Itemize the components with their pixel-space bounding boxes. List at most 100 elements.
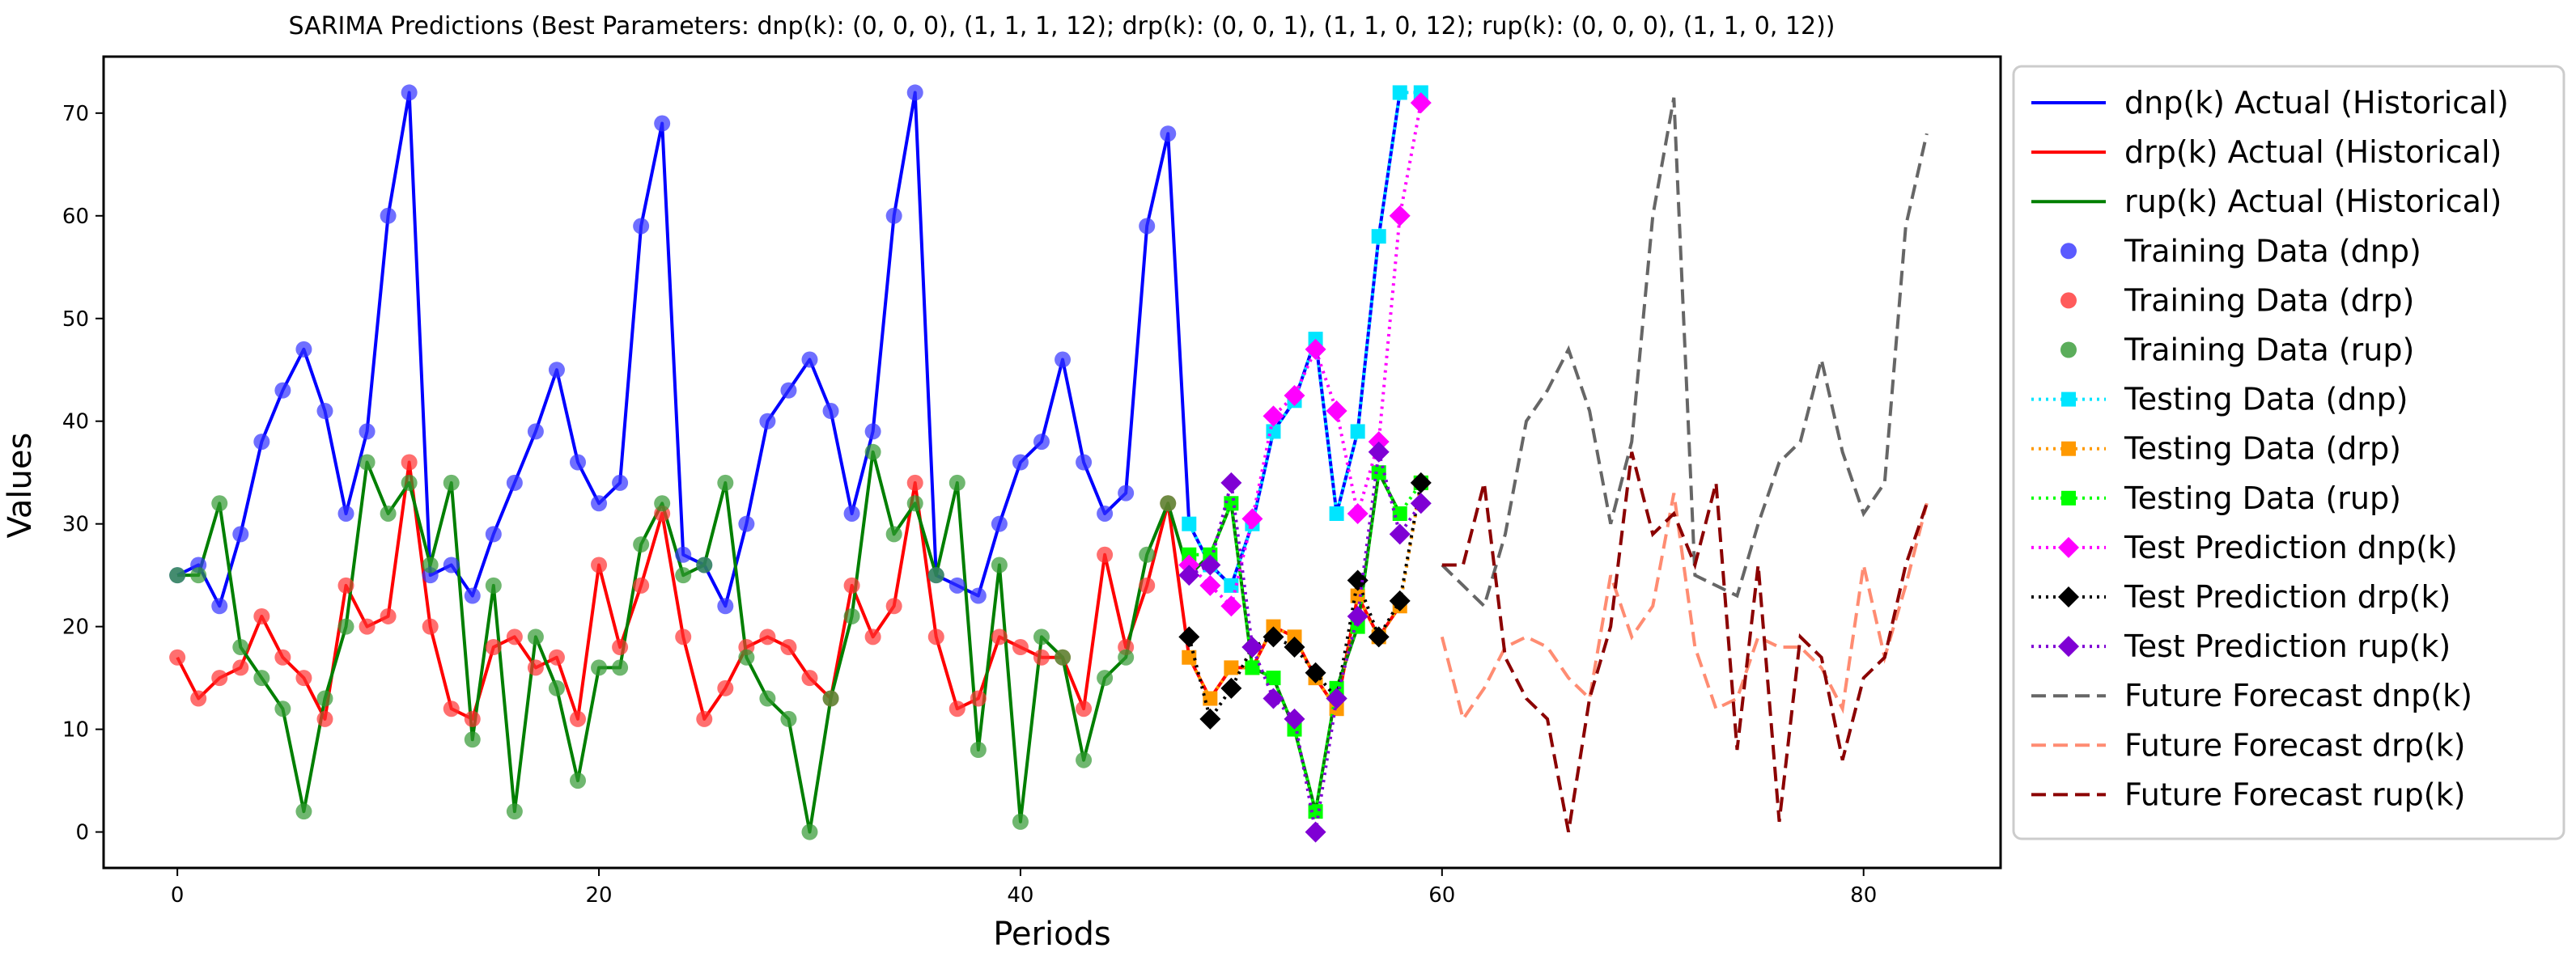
training-point bbox=[948, 577, 965, 594]
training-point bbox=[738, 515, 755, 532]
training-point bbox=[443, 700, 460, 717]
training-point bbox=[548, 679, 565, 696]
training-point bbox=[843, 607, 860, 624]
training-point bbox=[970, 741, 987, 758]
training-point bbox=[970, 587, 987, 604]
training-point bbox=[380, 207, 397, 224]
y-tick-label: 40 bbox=[62, 410, 89, 434]
training-point bbox=[1012, 454, 1029, 471]
training-point bbox=[801, 823, 818, 840]
training-point bbox=[1076, 751, 1093, 768]
training-point bbox=[506, 474, 523, 491]
prediction-point bbox=[1389, 523, 1411, 545]
prediction-point bbox=[1305, 338, 1326, 360]
training-point bbox=[675, 629, 692, 645]
training-point bbox=[1139, 546, 1156, 563]
legend-swatch bbox=[2061, 490, 2076, 506]
prediction-point bbox=[1284, 637, 1305, 658]
training-point bbox=[1033, 434, 1050, 451]
training-point bbox=[169, 567, 186, 584]
legend-label: Future Forecast drp(k) bbox=[2124, 727, 2466, 763]
legend-swatch bbox=[2060, 243, 2077, 260]
testing-line bbox=[1187, 91, 1421, 589]
training-point bbox=[232, 639, 249, 656]
training-point bbox=[1097, 505, 1114, 522]
training-point bbox=[780, 639, 797, 656]
testing-point bbox=[1350, 588, 1365, 603]
training-point bbox=[864, 629, 881, 645]
training-point bbox=[885, 598, 902, 615]
training-data-dnp bbox=[169, 84, 1177, 615]
prediction-point bbox=[1410, 493, 1432, 514]
training-point bbox=[1076, 700, 1093, 717]
training-point bbox=[970, 690, 987, 707]
prediction-line bbox=[1188, 451, 1423, 832]
training-point bbox=[612, 659, 629, 676]
training-point bbox=[1033, 629, 1050, 645]
prediction-point bbox=[1220, 472, 1242, 493]
training-point bbox=[1139, 218, 1156, 235]
prediction-point bbox=[1410, 92, 1432, 114]
legend-swatch bbox=[2058, 536, 2079, 558]
training-point bbox=[359, 454, 376, 471]
prediction-point bbox=[1410, 472, 1432, 493]
training-point bbox=[316, 403, 333, 420]
training-point bbox=[906, 474, 923, 491]
training-point bbox=[527, 423, 544, 440]
x-tick-label: 40 bbox=[1007, 883, 1033, 908]
legend-label: Testing Data (dnp) bbox=[2124, 382, 2408, 417]
training-point bbox=[612, 639, 629, 656]
prediction-point bbox=[1347, 605, 1369, 627]
training-point bbox=[1118, 649, 1135, 666]
legend-entry-testing-data-rup: Testing Data (rup) bbox=[2031, 480, 2401, 516]
x-tick-label: 20 bbox=[585, 883, 612, 908]
training-point bbox=[211, 670, 228, 687]
training-point bbox=[696, 557, 713, 573]
training-point bbox=[485, 577, 502, 594]
training-point bbox=[717, 679, 734, 696]
prediction-point bbox=[1368, 441, 1390, 463]
training-point bbox=[1012, 639, 1029, 656]
legend-label: Testing Data (rup) bbox=[2124, 480, 2401, 516]
training-point bbox=[1097, 546, 1114, 563]
training-point bbox=[464, 710, 481, 727]
legend-label: dnp(k) Actual (Historical) bbox=[2124, 85, 2509, 121]
training-point bbox=[780, 382, 797, 399]
training-point bbox=[906, 495, 923, 512]
training-point bbox=[696, 710, 713, 727]
testing-point bbox=[1245, 660, 1260, 675]
legend-label: Training Data (drp) bbox=[2124, 282, 2414, 318]
training-point bbox=[633, 577, 650, 594]
training-point bbox=[548, 362, 565, 379]
plot-area bbox=[102, 55, 2002, 870]
y-tick-label: 50 bbox=[62, 307, 89, 332]
prediction-point bbox=[1199, 554, 1221, 576]
training-point bbox=[633, 536, 650, 553]
prediction-point bbox=[1220, 595, 1242, 617]
training-point bbox=[401, 474, 418, 491]
training-point bbox=[654, 495, 671, 512]
training-point bbox=[591, 659, 608, 676]
legend-box bbox=[2012, 65, 2565, 840]
training-point bbox=[885, 207, 902, 224]
prediction-point bbox=[1199, 708, 1221, 730]
training-point bbox=[232, 659, 249, 676]
training-point bbox=[274, 649, 291, 666]
y-axis-label: Values bbox=[2, 433, 39, 539]
training-point bbox=[612, 474, 629, 491]
legend-swatch bbox=[2061, 392, 2076, 407]
training-data-rup bbox=[169, 443, 1177, 840]
training-point bbox=[991, 629, 1008, 645]
legend-entry-future-forecast-drp-k: Future Forecast drp(k) bbox=[2031, 727, 2466, 763]
training-point bbox=[337, 618, 354, 635]
training-point bbox=[232, 526, 249, 543]
training-point bbox=[717, 598, 734, 615]
training-point bbox=[885, 526, 902, 543]
training-point bbox=[843, 577, 860, 594]
training-point bbox=[253, 670, 270, 687]
testing-point bbox=[1182, 516, 1197, 531]
legend-label: Training Data (rup) bbox=[2124, 332, 2414, 368]
prediction-point bbox=[1178, 626, 1200, 648]
legend-swatch bbox=[2060, 341, 2077, 358]
